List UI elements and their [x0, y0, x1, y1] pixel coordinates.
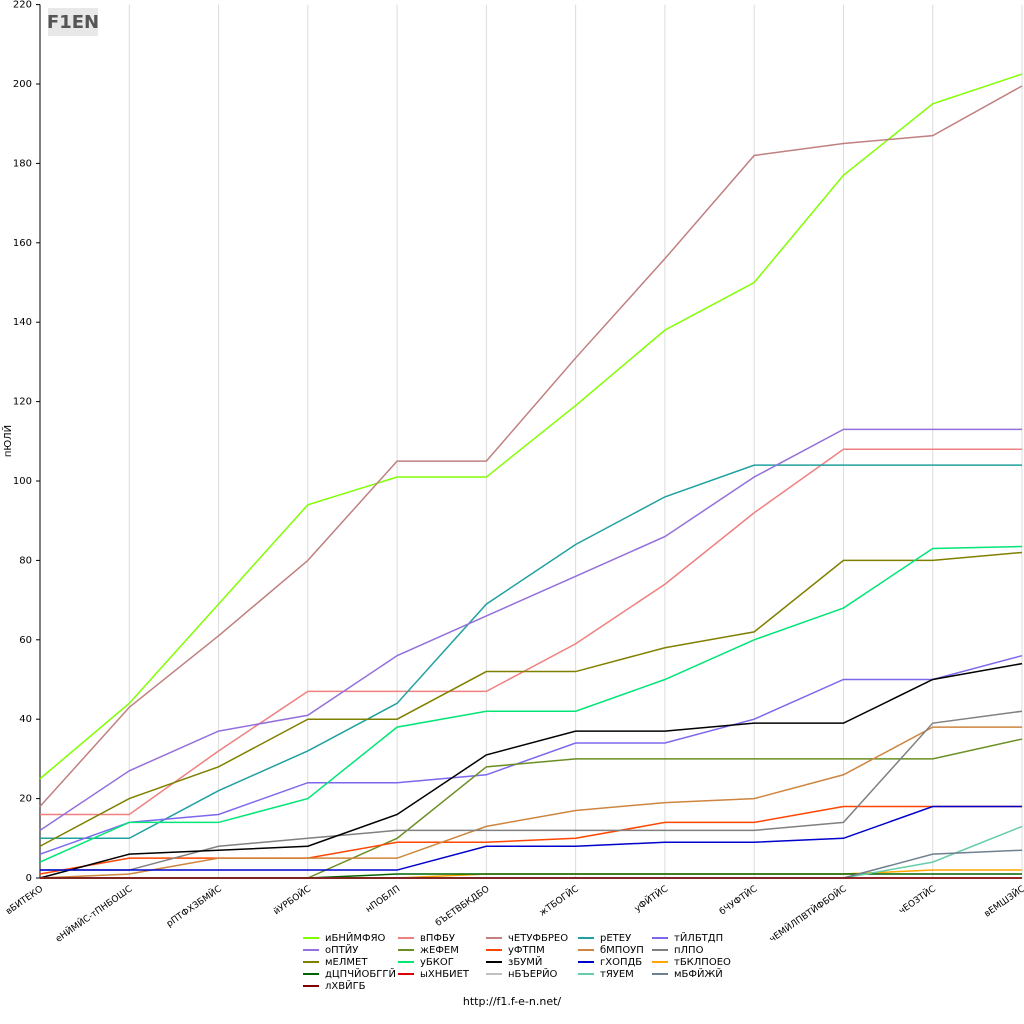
- x-tick-label: вБИТЕКО: [4, 884, 45, 917]
- logo-text: F1EN: [47, 12, 99, 33]
- series-line: [39, 85, 1023, 808]
- x-tick-label: уФЙТЙС: [632, 883, 670, 915]
- legend-label: рЕТЕУ: [600, 933, 631, 944]
- legend-label: лХВЙГБ: [325, 979, 366, 992]
- legend-label: чЕТУФБРЕО: [508, 933, 568, 944]
- series-line: [40, 464, 1022, 840]
- legend-label: оПТЙУ: [325, 943, 358, 956]
- y-tick-label: 220: [13, 0, 32, 11]
- series-line: [39, 726, 1022, 879]
- x-tick-label: бЪЕТВБКДБО: [434, 884, 492, 928]
- x-tick-label: нПОБЛП: [364, 884, 402, 915]
- y-tick-label: 80: [19, 555, 32, 566]
- x-tick-label: чЕОЗТЙС: [896, 883, 938, 917]
- x-tick-label: жТБОГЙС: [537, 883, 581, 919]
- series-line: [39, 428, 1022, 831]
- y-tick-label: 20: [19, 794, 32, 805]
- legend-label: уБКОГ: [420, 957, 454, 968]
- legend-label: дЦПЧЙОБГГЙ: [325, 967, 396, 980]
- y-tick-label: 40: [19, 714, 32, 725]
- legend-label: жЕФЕМ: [420, 945, 459, 956]
- y-tick-label: 200: [13, 79, 32, 90]
- series-line: [40, 738, 1023, 879]
- footer-link: http://f1.f-e-n.net/: [463, 995, 562, 1008]
- legend-label: уФТПМ: [508, 945, 545, 956]
- series-line: [39, 545, 1023, 863]
- series-line: [39, 654, 1023, 855]
- legend-label: тЙЛБТДП: [674, 931, 723, 944]
- y-tick-label: 160: [13, 238, 32, 249]
- y-tick-label: 60: [19, 635, 32, 646]
- legend-label: иБНЙМФЯО: [325, 931, 386, 944]
- x-tick-label: чЕМЙЛПВТЙФБОЙС: [767, 883, 849, 945]
- y-tick-label: 180: [13, 158, 32, 169]
- logo-background: [48, 8, 98, 36]
- series-line: [39, 73, 1023, 780]
- x-tick-label: йУРБОЙС: [271, 883, 313, 918]
- legend-label: мЕЛМЕТ: [325, 957, 368, 968]
- legend-label: зБУМЙ: [508, 955, 542, 968]
- legend-label: пЛПО: [674, 945, 704, 956]
- legend-label: гХОПДБ: [600, 957, 642, 968]
- legend-label: бМПОУП: [600, 945, 644, 956]
- series-line: [40, 805, 1022, 871]
- x-tick-label: рПТФХЗБМЙС: [164, 883, 224, 930]
- logo: F1EN: [47, 8, 99, 36]
- x-tick-label: бЧУФТЙС: [717, 883, 759, 918]
- y-tick-label: 0: [26, 873, 32, 884]
- series-line: [40, 448, 1022, 816]
- series-line: [39, 662, 1023, 879]
- legend-label: мБФЙЖЙ: [674, 967, 723, 980]
- x-tick-label: еНЙМЙС-тПНБОШС: [53, 883, 134, 945]
- y-tick-label: 140: [13, 317, 32, 328]
- y-axis-label: пЮЛЙ: [1, 425, 14, 457]
- legend-label: вПФБУ: [420, 933, 455, 944]
- legend-label: нБЪЕРЙО: [508, 967, 558, 980]
- legend-label: тЯУЕМ: [600, 969, 634, 980]
- y-tick-label: 120: [13, 397, 32, 408]
- legend-label: тБКЛПОЕО: [674, 957, 731, 968]
- y-tick-label: 100: [13, 476, 32, 487]
- legend-label: ыХНБИЕТ: [420, 969, 470, 980]
- x-tick-label: вЕМШЗЙС: [982, 883, 1024, 920]
- series-line: [39, 551, 1023, 847]
